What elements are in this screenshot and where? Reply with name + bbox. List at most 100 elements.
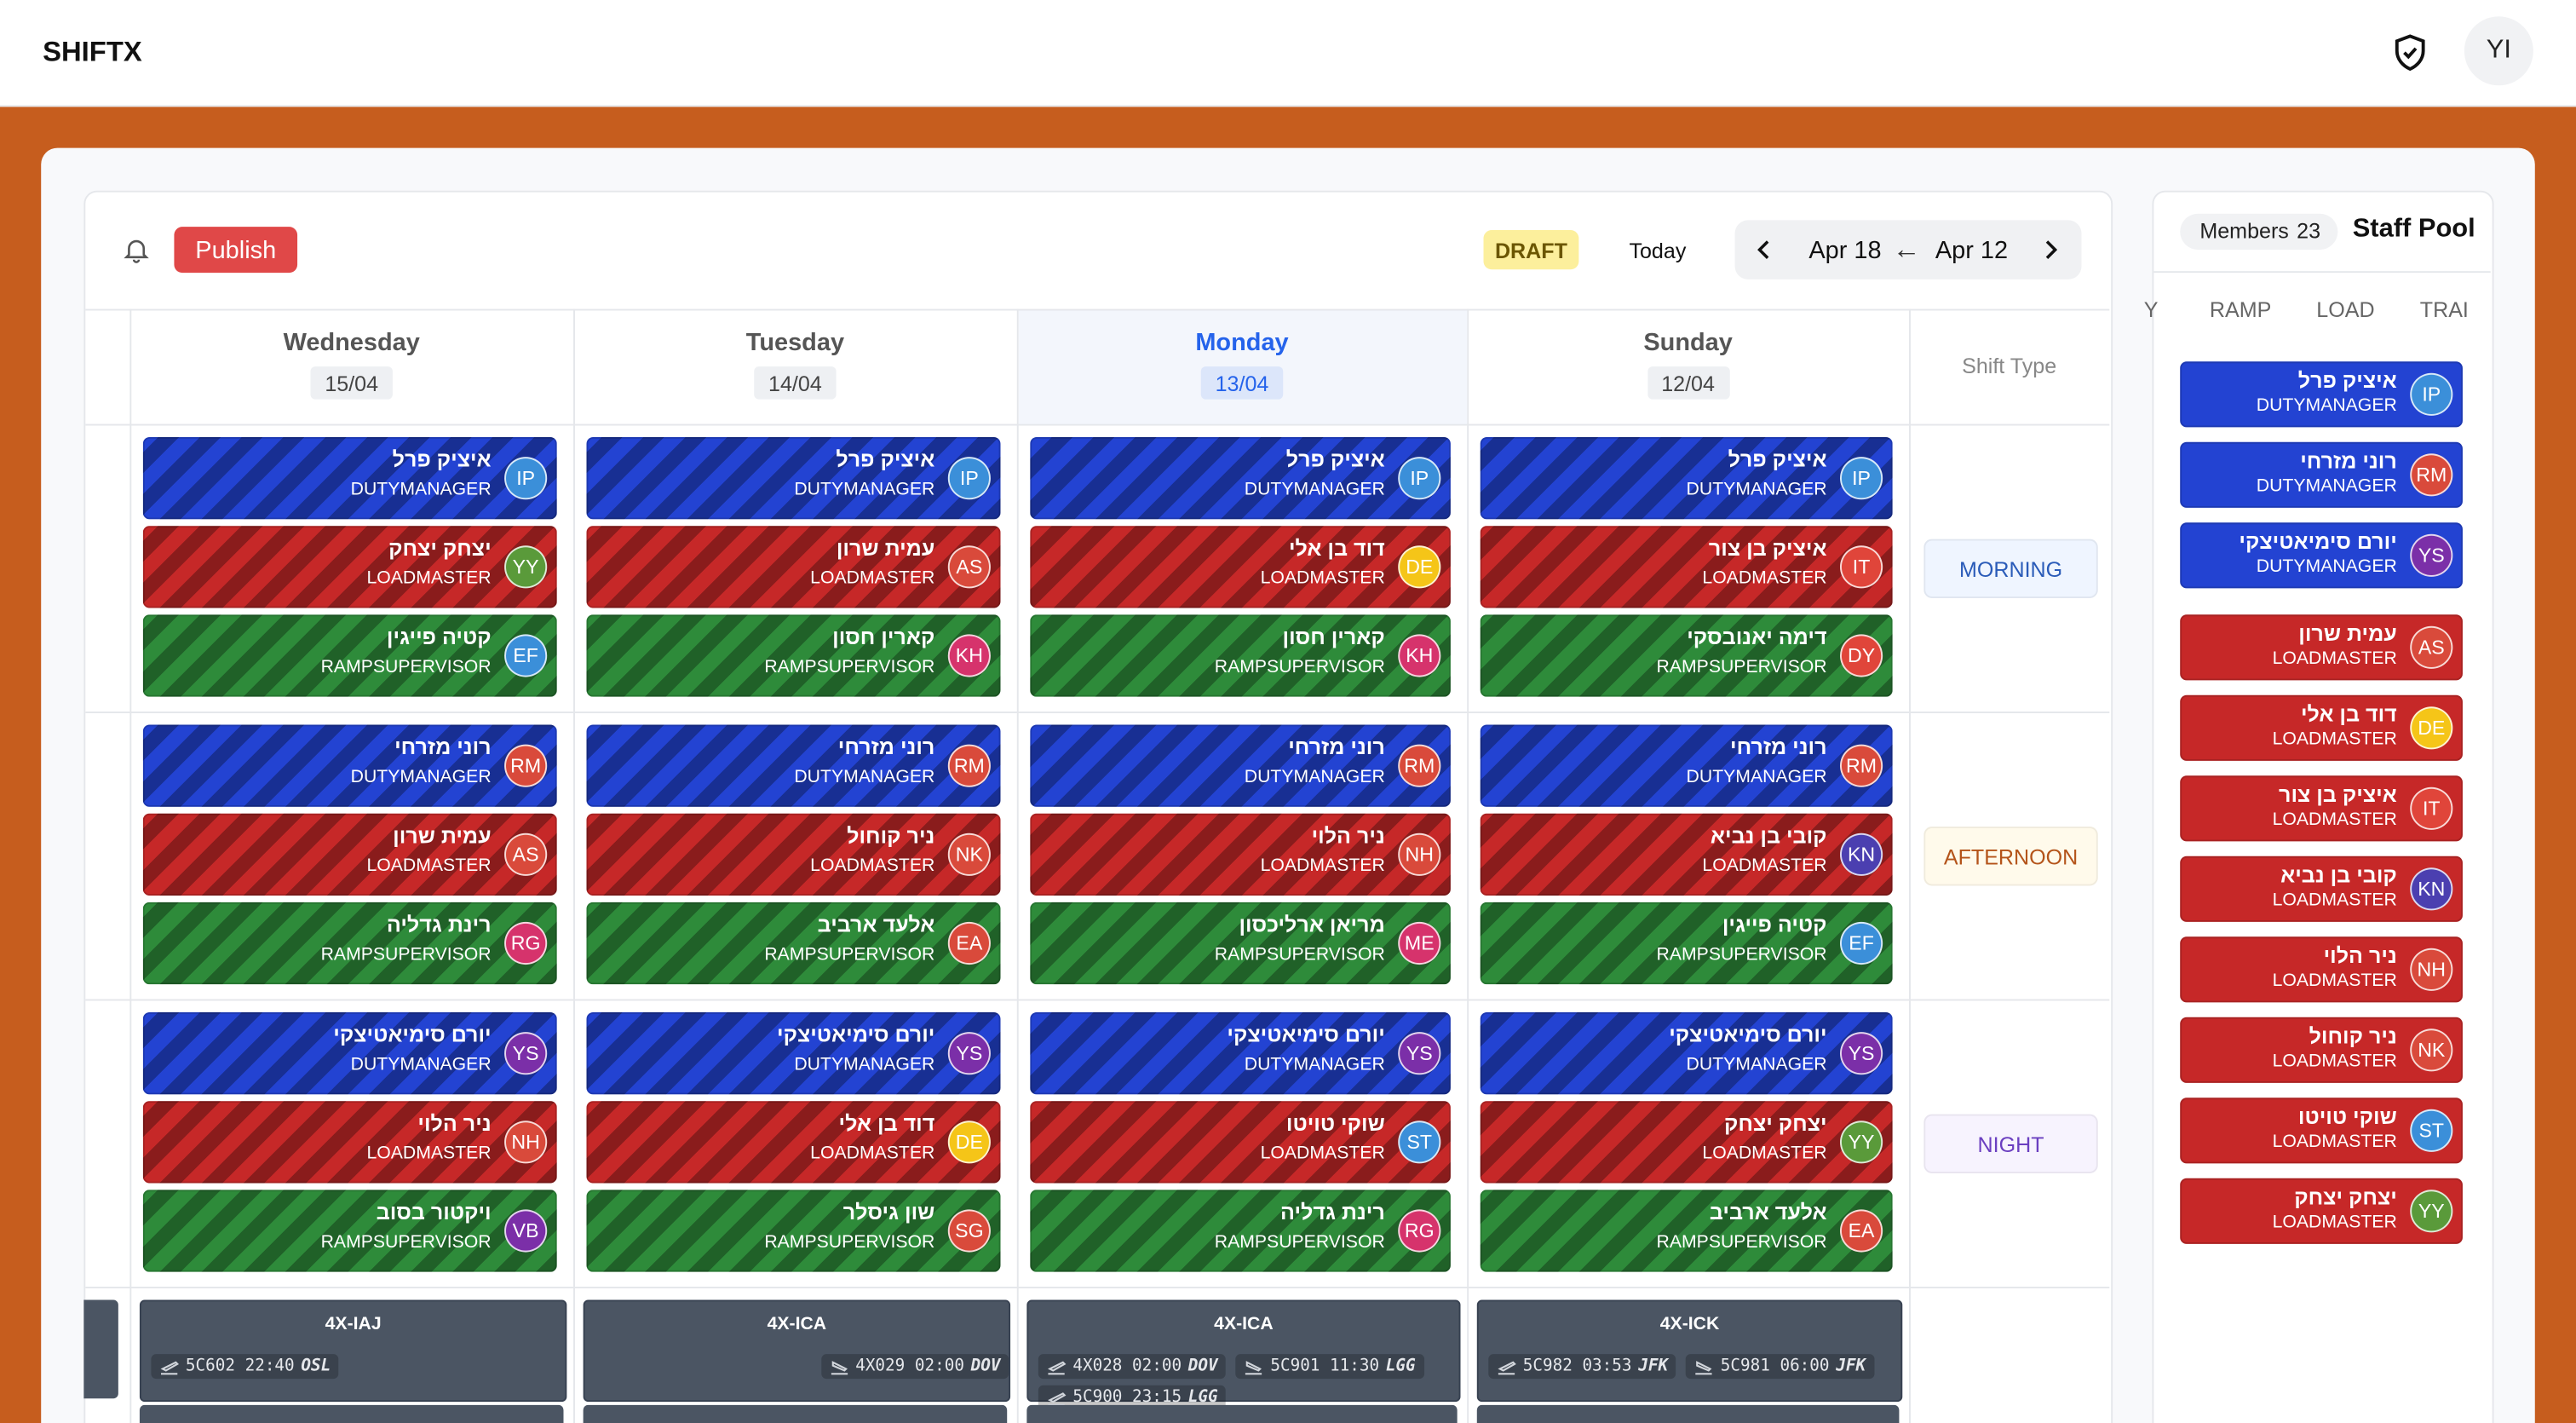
flight-chip: 5C981 06:00 JFK bbox=[1686, 1354, 1874, 1380]
pool-card[interactable]: יורם סימיאטיצקי DUTYMANAGER YS bbox=[2180, 522, 2463, 589]
shift-card[interactable]: קארין חסון RAMPSUPERVISOR KH bbox=[586, 614, 1001, 697]
pool-card[interactable]: דוד בן אלי LOADMASTER DE bbox=[2180, 694, 2463, 761]
publish-button[interactable]: Publish bbox=[174, 227, 298, 274]
pool-card[interactable]: ניר הלוי LOADMASTER NH bbox=[2180, 936, 2463, 1003]
shift-card[interactable]: ניר קוחול LOADMASTER NK bbox=[586, 813, 1001, 896]
shift-card[interactable]: יורם סימיאטיצקי DUTYMANAGER YS bbox=[1480, 1011, 1893, 1095]
person-avatar: IP bbox=[504, 456, 548, 499]
shift-card[interactable]: רינת גדליה RAMPSUPERVISOR RG bbox=[1030, 1190, 1451, 1272]
shift-card[interactable]: רינת גדליה RAMPSUPERVISOR RG bbox=[142, 902, 557, 985]
shift-card[interactable]: דוד בן אלי LOADMASTER DE bbox=[1030, 526, 1451, 608]
shift-card[interactable]: יצחק יצחק LOADMASTER YY bbox=[142, 526, 557, 608]
flight-chip: 4X029 02:00 DOV bbox=[820, 1354, 1009, 1380]
flight-card[interactable]: 4X-ICA 4X029 02:00 DOV bbox=[583, 1299, 1011, 1403]
shift-label: MORNING bbox=[1923, 539, 2098, 598]
shield-icon[interactable] bbox=[2390, 33, 2429, 72]
person-avatar: RM bbox=[947, 743, 991, 786]
pool-card[interactable]: עמית שרון LOADMASTER AS bbox=[2180, 614, 2463, 681]
top-bar: SHIFTX YI bbox=[0, 0, 2576, 107]
person-name: רינת גדליה bbox=[386, 912, 492, 937]
shift-card[interactable]: איציק פרל DUTYMANAGER IP bbox=[142, 436, 557, 520]
flight-card[interactable]: 4X-ICK 5C982 03:53 JFK 5C981 06:00 JFK bbox=[1476, 1299, 1903, 1403]
shift-card[interactable]: ניר הלוי LOADMASTER NH bbox=[1030, 813, 1451, 896]
airport: LGG bbox=[1385, 1357, 1416, 1376]
person-role: DUTYMANAGER bbox=[350, 1055, 492, 1075]
shift-card[interactable]: איציק בן צור LOADMASTER IT bbox=[1480, 526, 1893, 608]
person-name: יורם סימיאטיצקי bbox=[777, 1022, 935, 1047]
shift-card[interactable]: איציק פרל DUTYMANAGER IP bbox=[586, 436, 1001, 520]
person-avatar: SG bbox=[947, 1208, 991, 1252]
person-avatar: YY bbox=[504, 544, 548, 588]
prev-button[interactable] bbox=[1753, 239, 1776, 262]
pool-card[interactable]: יצחק יצחק LOADMASTER YY bbox=[2180, 1178, 2463, 1244]
shift-card[interactable]: דוד בן אלי LOADMASTER DE bbox=[586, 1101, 1001, 1184]
person-name: קארין חסון bbox=[1282, 624, 1385, 649]
shift-card[interactable]: אלעד ארביב RAMPSUPERVISOR EA bbox=[586, 902, 1001, 985]
person-role: DUTYMANAGER bbox=[794, 1055, 935, 1075]
pool-card[interactable]: איציק בן צור LOADMASTER IT bbox=[2180, 775, 2463, 842]
user-avatar[interactable]: YI bbox=[2464, 16, 2533, 86]
shift-card[interactable]: יצחק יצחק LOADMASTER YY bbox=[1480, 1101, 1893, 1184]
shift-card[interactable]: עמית שרון LOADMASTER AS bbox=[142, 813, 557, 896]
shift-card[interactable]: עמית שרון LOADMASTER AS bbox=[586, 526, 1001, 608]
role-tab[interactable]: RAMP bbox=[2209, 297, 2272, 322]
shift-card[interactable]: שוקי טויטו LOADMASTER ST bbox=[1030, 1101, 1451, 1184]
pool-card[interactable]: שוקי טויטו LOADMASTER ST bbox=[2180, 1097, 2463, 1164]
pool-card[interactable]: איציק פרל DUTYMANAGER IP bbox=[2180, 361, 2463, 428]
pool-card[interactable]: ניר קוחול LOADMASTER NK bbox=[2180, 1017, 2463, 1083]
person-name: רינת גדליה bbox=[1280, 1199, 1385, 1224]
shift-card[interactable]: ויקטור בסוב RAMPSUPERVISOR VB bbox=[142, 1190, 557, 1272]
today-button[interactable]: Today bbox=[1629, 237, 1687, 262]
person-name: עמית שרון bbox=[393, 823, 492, 849]
shift-card[interactable]: רוני מזרחי DUTYMANAGER RM bbox=[1480, 724, 1893, 807]
shift-card[interactable]: רוני מזרחי DUTYMANAGER RM bbox=[1030, 724, 1451, 807]
role-tab[interactable]: TRAI bbox=[2419, 297, 2469, 322]
shift-card[interactable]: קארין חסון RAMPSUPERVISOR KH bbox=[1030, 614, 1451, 697]
aircraft-tail: 4X-IAJ bbox=[325, 1314, 382, 1334]
shift-card[interactable]: יורם סימיאטיצקי DUTYMANAGER YS bbox=[1030, 1011, 1451, 1095]
shift-card[interactable]: קטיה פייגין RAMPSUPERVISOR EF bbox=[1480, 902, 1893, 985]
shift-card[interactable]: שון גיסלר RAMPSUPERVISOR SG bbox=[586, 1190, 1001, 1272]
person-role: RAMPSUPERVISOR bbox=[764, 657, 935, 677]
person-name: ניר הלוי bbox=[1311, 823, 1385, 849]
person-name: איציק בן צור bbox=[1708, 535, 1827, 561]
shift-card[interactable]: איציק פרל DUTYMANAGER IP bbox=[1480, 436, 1893, 520]
next-button[interactable] bbox=[2038, 239, 2061, 262]
shift-card[interactable]: יורם סימיאטיצקי DUTYMANAGER YS bbox=[142, 1011, 557, 1095]
person-name: איציק פרל bbox=[392, 446, 492, 472]
pool-card[interactable]: רוני מזרחי DUTYMANAGER RM bbox=[2180, 441, 2463, 508]
person-role: LOADMASTER bbox=[810, 856, 935, 876]
role-tab[interactable]: LOAD bbox=[2316, 297, 2375, 322]
person-avatar: YS bbox=[2410, 533, 2453, 576]
date-nav bbox=[1734, 220, 2082, 279]
shift-card[interactable]: רוני מזרחי DUTYMANAGER RM bbox=[142, 724, 557, 807]
person-name: רוני מזרחי bbox=[837, 735, 935, 759]
shift-card[interactable]: אלעד ארביב RAMPSUPERVISOR EA bbox=[1480, 1190, 1893, 1272]
shift-card[interactable]: קובי בן נביא LOADMASTER KN bbox=[1480, 813, 1893, 896]
shift-card[interactable]: דימה יאנובסקי RAMPSUPERVISOR DY bbox=[1480, 614, 1893, 697]
flight-number: 5C901 11:30 bbox=[1270, 1357, 1380, 1376]
shift-card[interactable]: איציק פרל DUTYMANAGER IP bbox=[1030, 436, 1451, 520]
pool-card[interactable]: קובי בן נביא LOADMASTER KN bbox=[2180, 856, 2463, 922]
shift-card[interactable]: רוני מזרחי DUTYMANAGER RM bbox=[586, 724, 1001, 807]
pool-title: Staff Pool bbox=[2352, 215, 2475, 244]
person-avatar: RG bbox=[1398, 1208, 1441, 1252]
shift-card[interactable]: יורם סימיאטיצקי DUTYMANAGER YS bbox=[586, 1011, 1001, 1095]
shift-card[interactable]: מריאן ארליכסון RAMPSUPERVISOR ME bbox=[1030, 902, 1451, 985]
airport: LGG bbox=[1187, 1388, 1218, 1407]
person-avatar: EF bbox=[504, 633, 548, 677]
person-name: איציק בן צור bbox=[2279, 781, 2397, 807]
person-role: DUTYMANAGER bbox=[1686, 767, 1827, 787]
flight-card[interactable]: 4X-ICA 4X028 02:00 DOV 5C901 11:30 LGG 5C900 … bbox=[1026, 1299, 1461, 1410]
shift-card[interactable]: ניר הלוי LOADMASTER NH bbox=[142, 1101, 557, 1184]
plane-icon bbox=[831, 1360, 848, 1374]
role-tab[interactable]: Y bbox=[2143, 297, 2159, 322]
person-avatar: ME bbox=[1398, 920, 1441, 965]
flight-card-next bbox=[583, 1404, 1008, 1423]
shift-card[interactable]: קטיה פייגין RAMPSUPERVISOR EF bbox=[142, 614, 557, 697]
person-name: רוני מזרחי bbox=[2300, 448, 2397, 474]
flight-card[interactable]: 4X-IAJ 5C602 22:40 OSL bbox=[139, 1299, 567, 1403]
flight-card-next bbox=[1026, 1404, 1458, 1423]
bell-icon[interactable] bbox=[122, 235, 152, 265]
aircraft-tail: 4X-ICA bbox=[767, 1314, 827, 1334]
